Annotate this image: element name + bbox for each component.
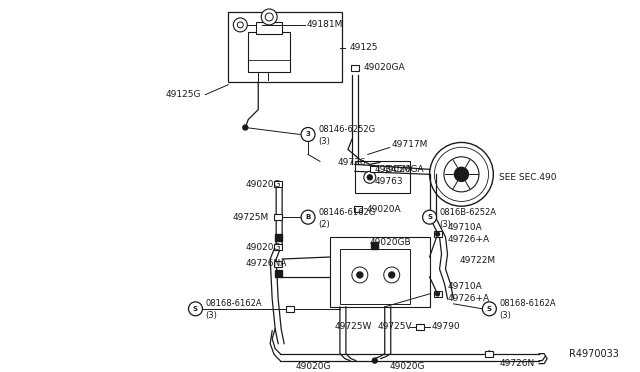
Bar: [354, 206, 362, 212]
Bar: [274, 261, 282, 267]
Circle shape: [189, 302, 202, 316]
Bar: [330, 237, 429, 307]
Bar: [415, 324, 424, 330]
Text: (3): (3): [318, 137, 330, 146]
Bar: [274, 244, 282, 250]
Bar: [340, 249, 410, 304]
Text: 0816B-6252A: 0816B-6252A: [440, 208, 497, 217]
Text: 3: 3: [306, 131, 310, 138]
Bar: [286, 306, 294, 312]
Circle shape: [487, 351, 492, 356]
Circle shape: [436, 232, 440, 236]
Text: 49726NA: 49726NA: [245, 260, 287, 269]
Text: 49725W: 49725W: [335, 322, 372, 331]
Text: 49020GA: 49020GA: [383, 165, 424, 174]
Text: (2): (2): [318, 219, 330, 229]
Text: 49790: 49790: [431, 322, 460, 331]
Circle shape: [261, 9, 277, 25]
Bar: [248, 32, 290, 72]
Bar: [274, 214, 282, 220]
Text: 49181M: 49181M: [307, 20, 344, 29]
Bar: [274, 181, 282, 187]
Text: 49020GB: 49020GB: [370, 238, 412, 247]
Bar: [228, 12, 342, 82]
Text: 49710A: 49710A: [447, 282, 483, 291]
Text: S: S: [487, 306, 492, 312]
Circle shape: [234, 18, 247, 32]
Text: B: B: [305, 214, 310, 220]
Text: 08146-6252G: 08146-6252G: [318, 125, 375, 134]
Text: (3): (3): [499, 311, 511, 320]
Text: 49710A: 49710A: [447, 222, 483, 232]
Circle shape: [429, 142, 493, 206]
Circle shape: [422, 210, 436, 224]
Circle shape: [454, 167, 468, 181]
Circle shape: [352, 267, 368, 283]
Text: 49020G: 49020G: [245, 180, 281, 189]
Text: 49722M: 49722M: [460, 257, 495, 266]
Text: 08168-6162A: 08168-6162A: [499, 299, 556, 308]
Text: (3): (3): [205, 311, 218, 320]
Circle shape: [436, 292, 440, 296]
Text: 08146-6162G: 08146-6162G: [318, 208, 375, 217]
Bar: [351, 65, 359, 71]
Text: 49717M: 49717M: [392, 140, 428, 149]
Circle shape: [364, 171, 376, 183]
Text: SEE SEC.490: SEE SEC.490: [499, 173, 557, 182]
Circle shape: [444, 157, 479, 192]
Circle shape: [367, 175, 372, 180]
Bar: [485, 351, 493, 357]
Text: 49125: 49125: [350, 43, 378, 52]
Text: 49020G: 49020G: [295, 362, 331, 371]
Bar: [275, 234, 282, 241]
Text: 49020A: 49020A: [367, 205, 401, 214]
Text: (3): (3): [440, 219, 451, 229]
Bar: [433, 231, 442, 237]
Text: 49020G: 49020G: [245, 243, 281, 251]
Bar: [433, 291, 442, 297]
Text: 49125G: 49125G: [166, 90, 201, 99]
Text: 49726+A: 49726+A: [447, 294, 490, 303]
Bar: [371, 241, 378, 248]
Text: 49726+A: 49726+A: [447, 235, 490, 244]
Text: 49725M: 49725M: [232, 213, 269, 222]
Circle shape: [243, 125, 248, 130]
Bar: [370, 166, 378, 172]
Text: 49725V: 49725V: [378, 322, 412, 331]
Text: 49345M: 49345M: [375, 165, 411, 174]
Circle shape: [388, 272, 395, 278]
Circle shape: [357, 272, 363, 278]
Circle shape: [372, 358, 378, 363]
Circle shape: [265, 13, 273, 21]
Bar: [275, 270, 282, 278]
Text: S: S: [427, 214, 432, 220]
Circle shape: [301, 128, 315, 141]
Text: 08168-6162A: 08168-6162A: [205, 299, 262, 308]
Text: 49726: 49726: [338, 158, 367, 167]
Text: 49763: 49763: [375, 177, 403, 186]
Text: 49020G: 49020G: [390, 362, 425, 371]
Bar: [355, 161, 410, 193]
Bar: [256, 22, 282, 34]
Text: 49726N: 49726N: [499, 359, 534, 368]
Text: 49020GA: 49020GA: [364, 63, 406, 72]
Text: R4970033: R4970033: [569, 349, 619, 359]
Circle shape: [384, 267, 400, 283]
Circle shape: [301, 210, 315, 224]
Circle shape: [237, 22, 243, 28]
Circle shape: [483, 302, 497, 316]
Text: S: S: [193, 306, 198, 312]
